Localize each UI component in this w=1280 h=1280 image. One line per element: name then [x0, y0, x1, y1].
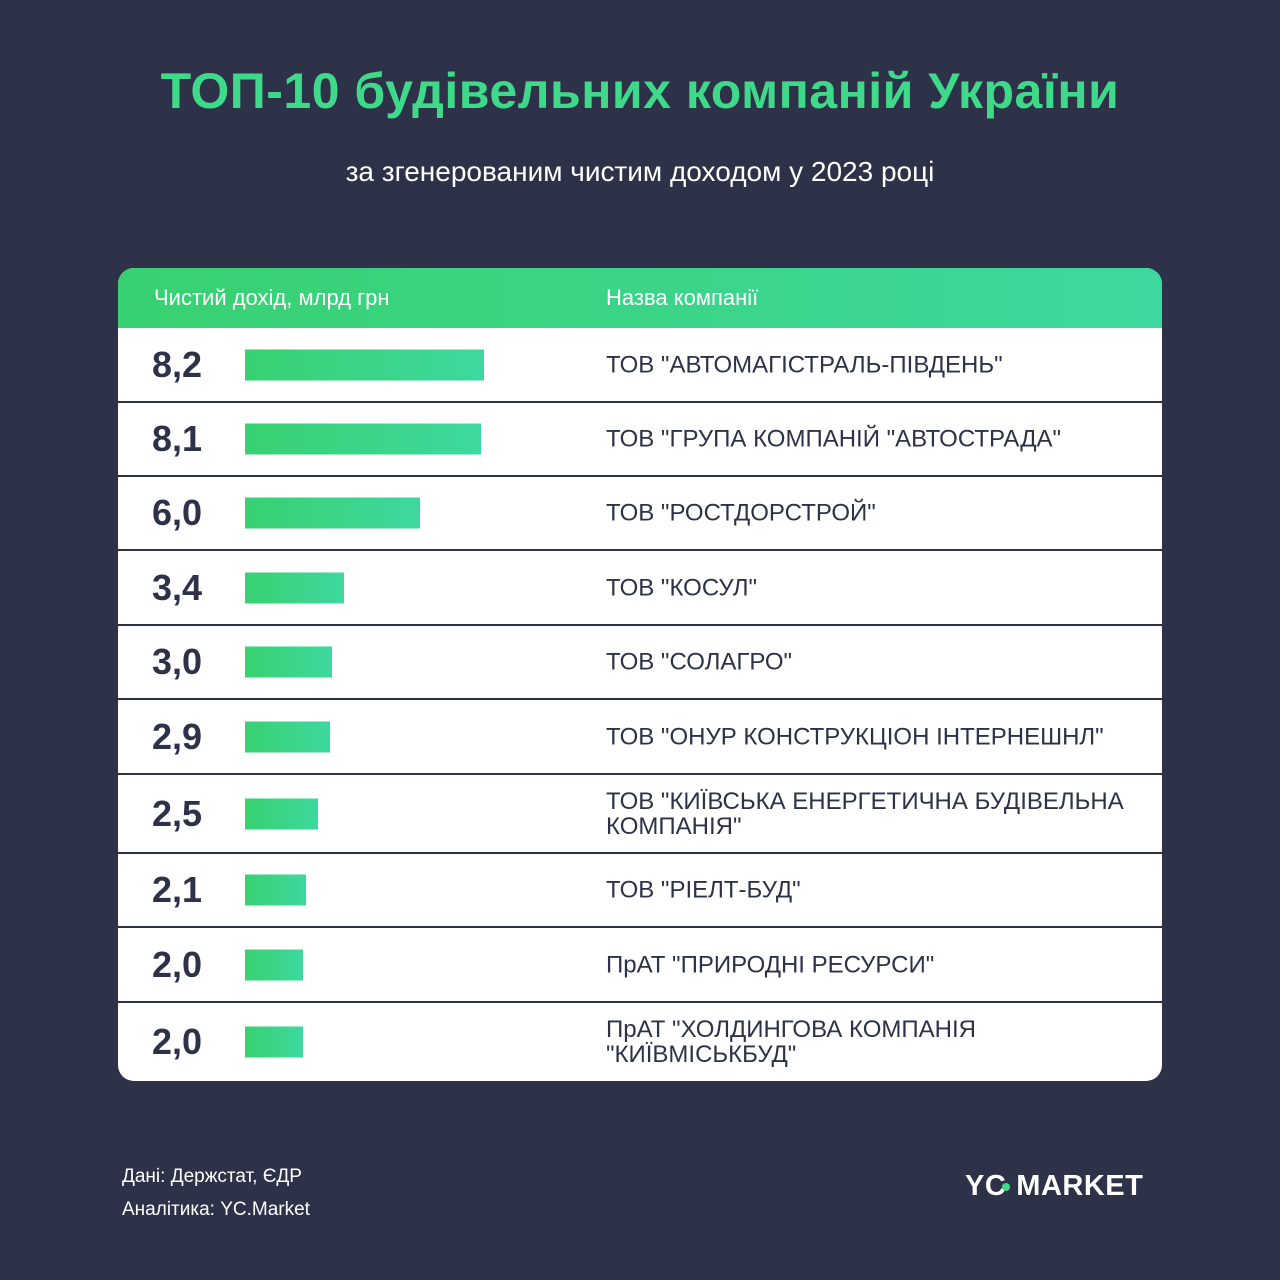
source-notes: Дані: Держстат, ЄДР Аналітика: YC.Market: [122, 1160, 310, 1226]
company-name: ТОВ "КИЇВСЬКА ЕНЕРГЕТИЧНА БУДІВЕЛЬНА КОМ…: [606, 787, 1124, 840]
revenue-value: 6,0: [152, 492, 203, 533]
table-header: Чистий дохід, млрд грн Назва компанії: [118, 268, 1162, 328]
table-row: 3,4 ТОВ "КОСУЛ": [118, 551, 1162, 626]
company-name: ТОВ "ОНУР КОНСТРУКЦІОН ІНТЕРНЕШНЛ": [606, 723, 1104, 750]
revenue-value: 3,0: [152, 641, 203, 682]
header-value-label: Чистий дохід, млрд грн: [154, 285, 390, 310]
logo-dot-icon: [1002, 1182, 1011, 1191]
table-row: 2,0 ПрАТ "ПРИРОДНІ РЕСУРСИ": [118, 928, 1162, 1003]
company-name: ПрАТ "ХОЛДИНГОВА КОМПАНІЯ "КИЇВМІСЬКБУД": [606, 1015, 976, 1068]
company-name: ПрАТ "ПРИРОДНІ РЕСУРСИ": [606, 951, 935, 978]
table-row: 6,0 ТОВ "РОСТДОРСТРОЙ": [118, 477, 1162, 551]
table-row: 2,9 ТОВ "ОНУР КОНСТРУКЦІОН ІНТЕРНЕШНЛ": [118, 700, 1162, 775]
company-name: ТОВ "ГРУПА КОМПАНІЙ "АВТОСТРАДА": [606, 425, 1062, 453]
company-name: ТОВ "АВТОМАГІСТРАЛЬ-ПІВДЕНЬ": [606, 351, 1003, 378]
table-row: 2,5 ТОВ "КИЇВСЬКА ЕНЕРГЕТИЧНА БУДІВЕЛЬНА …: [118, 775, 1162, 854]
ranking-table: Чистий дохід, млрд грн Назва компанії 8,…: [118, 268, 1162, 1081]
revenue-bar: [245, 1026, 303, 1057]
company-name: ТОВ "РІЕЛТ-БУД": [606, 876, 801, 904]
revenue-value: 2,5: [152, 792, 203, 834]
table-row: 8,1 ТОВ "ГРУПА КОМПАНІЙ "АВТОСТРАДА": [118, 403, 1162, 477]
revenue-bar: [245, 798, 318, 829]
revenue-value: 3,4: [152, 566, 203, 608]
revenue-bar: [245, 497, 420, 529]
revenue-bar: [245, 646, 332, 678]
page-title: ТОП-10 будівельних компаній України: [160, 63, 1120, 119]
header-name-label: Назва компанії: [606, 285, 759, 310]
revenue-value: 8,2: [152, 343, 203, 385]
data-source-text: Дані: Держстат, ЄДР: [122, 1166, 302, 1187]
revenue-bar: [245, 423, 481, 455]
revenue-value: 2,1: [152, 869, 203, 910]
table-row: 3,0 ТОВ "СОЛАГРО": [118, 626, 1162, 700]
analytics-text: Аналітика: YC.Market: [122, 1199, 310, 1220]
table-row: 8,2 ТОВ "АВТОМАГІСТРАЛЬ-ПІВДЕНЬ": [118, 328, 1162, 403]
revenue-value: 2,9: [152, 715, 203, 757]
revenue-bar: [245, 721, 330, 752]
revenue-bar: [245, 949, 303, 980]
company-name: ТОВ "КОСУЛ": [606, 574, 758, 601]
company-name: ТОВ "СОЛАГРО": [606, 648, 793, 676]
logo-text-market: MARKET: [1016, 1170, 1144, 1202]
logo-text-yc: YC: [965, 1170, 1007, 1202]
revenue-bar: [245, 349, 484, 380]
table-row: 2,0 ПрАТ "ХОЛДИНГОВА КОМПАНІЯ "КИЇВМІСЬКБ…: [118, 1003, 1162, 1080]
table-row: 2,1 ТОВ "РІЕЛТ-БУД": [118, 854, 1162, 928]
brand-logo: YC MARKET: [965, 1170, 1143, 1203]
table-body: 8,2 ТОВ "АВТОМАГІСТРАЛЬ-ПІВДЕНЬ" 8,1 ТОВ "Г…: [118, 328, 1162, 1080]
revenue-value: 2,0: [152, 1020, 203, 1062]
revenue-bar: [245, 874, 306, 906]
revenue-bar: [245, 572, 344, 603]
revenue-value: 8,1: [152, 418, 203, 459]
company-name: ТОВ "РОСТДОРСТРОЙ": [606, 499, 876, 527]
revenue-value: 2,0: [152, 943, 203, 985]
page-subtitle: за згенерованим чистим доходом у 2023 ро…: [345, 156, 935, 187]
